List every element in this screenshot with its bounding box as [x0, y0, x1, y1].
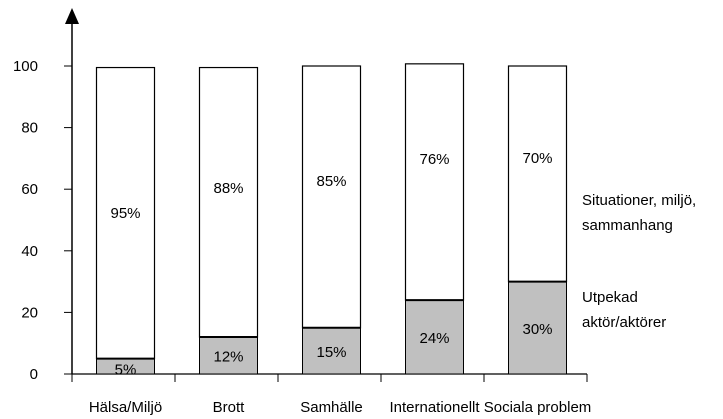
bar-segment-top — [95, 66, 156, 360]
x-category-label: Hälsa/Miljö — [89, 399, 162, 416]
data-label-top: 70% — [522, 150, 552, 167]
data-label-bottom: 24% — [419, 330, 449, 347]
bar-segment-bottom — [302, 327, 361, 375]
y-tick-label: 40 — [21, 243, 38, 260]
data-label-top: 85% — [316, 173, 346, 190]
bar-labels: 5% 95% 12% 88% 15% 85% 24% 76% 30% 70% — [110, 150, 552, 379]
bar-segment-bottom — [405, 299, 464, 375]
x-category-label: Brott — [213, 399, 246, 416]
y-tick-label: 60 — [21, 181, 38, 198]
x-category-label: Sociala problem — [484, 399, 592, 416]
legend-top-line-1: Situationer, miljö, — [582, 192, 696, 209]
y-tick-label: 80 — [21, 120, 38, 137]
y-axis-arrow — [65, 8, 79, 24]
data-label-bottom: 30% — [522, 321, 552, 338]
data-label-bottom: 15% — [316, 344, 346, 361]
data-label-top: 76% — [419, 151, 449, 168]
x-category-label: Samhälle — [300, 399, 363, 416]
data-label-top: 95% — [110, 205, 140, 222]
bars — [95, 63, 568, 375]
axes: 0 20 40 60 80 100 Hälsa/Miljö Brott Samhälle Inte… — [13, 8, 591, 416]
bar-segment-bottom — [199, 336, 258, 375]
data-label-bottom: 12% — [213, 349, 243, 366]
y-tick-label: 0 — [30, 366, 38, 383]
bar-segment-top — [301, 65, 362, 329]
x-category-label: Internationellt — [389, 399, 480, 416]
bar-segment-top — [404, 63, 465, 301]
legend-bottom-line-1: Utpekad — [582, 289, 638, 306]
bar-segment-top — [198, 66, 259, 338]
legend-bottom-line-2: aktör/aktörer — [582, 314, 666, 331]
y-tick-label: 100 — [13, 58, 38, 75]
legend-top-line-2: sammanhang — [582, 217, 673, 234]
bar-segment-top — [507, 65, 568, 283]
data-label-bottom: 5% — [115, 362, 137, 379]
data-label-top: 88% — [213, 180, 243, 197]
legend: Situationer, miljö, sammanhang Utpekad a… — [582, 192, 696, 331]
y-tick-label: 20 — [21, 304, 38, 321]
